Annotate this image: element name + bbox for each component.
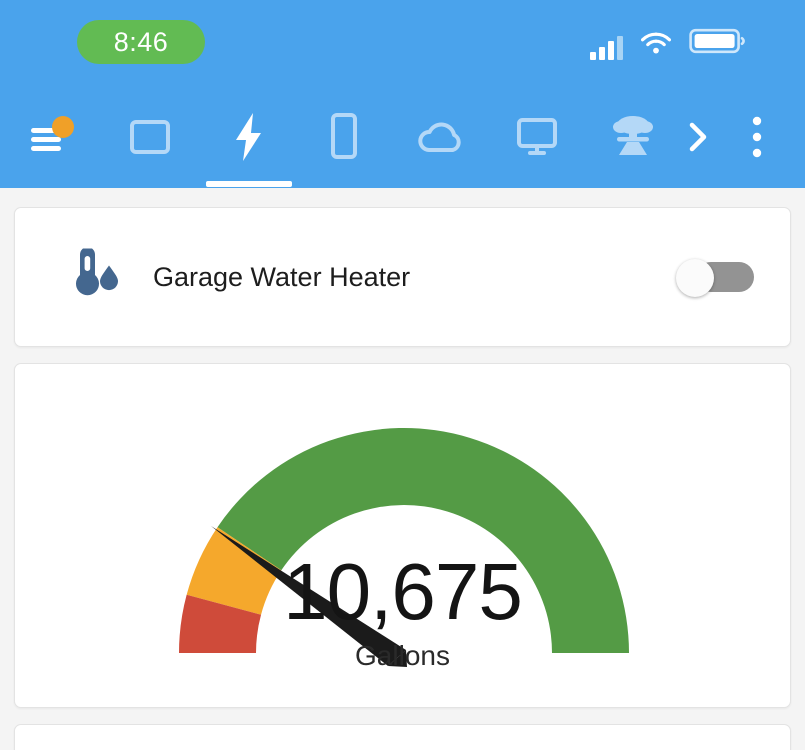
gauge-needle xyxy=(211,526,407,667)
monitor-icon[interactable] xyxy=(494,85,580,188)
battery-full-icon xyxy=(689,27,747,60)
hamburger-menu-icon[interactable] xyxy=(8,85,94,188)
heater-power-toggle[interactable] xyxy=(676,259,754,297)
card-garage-water-heater[interactable]: Garage Water Heater xyxy=(14,207,791,347)
heater-row: Garage Water Heater xyxy=(15,208,790,346)
toggle-knob xyxy=(676,259,714,297)
active-tab-indicator xyxy=(206,181,292,187)
thermometer-water-drop-icon xyxy=(62,247,124,306)
cloud-icon[interactable] xyxy=(398,85,484,188)
smartphone-icon[interactable] xyxy=(300,85,386,188)
card-water-usage-gauge[interactable]: 10,675 Gallons xyxy=(14,363,791,708)
gauge-band-ok xyxy=(217,428,629,653)
main-toolbar xyxy=(0,85,805,188)
status-indicators xyxy=(590,28,747,60)
heater-title: Garage Water Heater xyxy=(153,261,411,292)
gauge-value: 10,675 xyxy=(283,547,523,636)
clock-badge: 8:46 xyxy=(77,20,205,64)
status-bar: 8:46 xyxy=(0,0,805,85)
gauge-band-warning xyxy=(186,527,282,615)
card-next-partial[interactable] xyxy=(14,724,791,750)
rectangle-outline-icon[interactable] xyxy=(107,85,193,188)
three-dot-vertical-menu-icon[interactable] xyxy=(714,85,800,188)
gauge-container: 10,675 Gallons xyxy=(15,364,790,707)
mushroom-cloud-icon[interactable] xyxy=(590,85,676,188)
gauge-band-critical xyxy=(178,594,262,653)
clock-time: 8:46 xyxy=(113,26,169,57)
cellular-signal-icon xyxy=(590,36,623,60)
gauge-chart xyxy=(178,428,629,667)
gauge-units-label: Gallons xyxy=(355,640,450,671)
chevron-right-icon[interactable] xyxy=(655,85,741,188)
wifi-icon xyxy=(641,31,671,60)
lightning-bolt-icon[interactable] xyxy=(206,85,292,188)
